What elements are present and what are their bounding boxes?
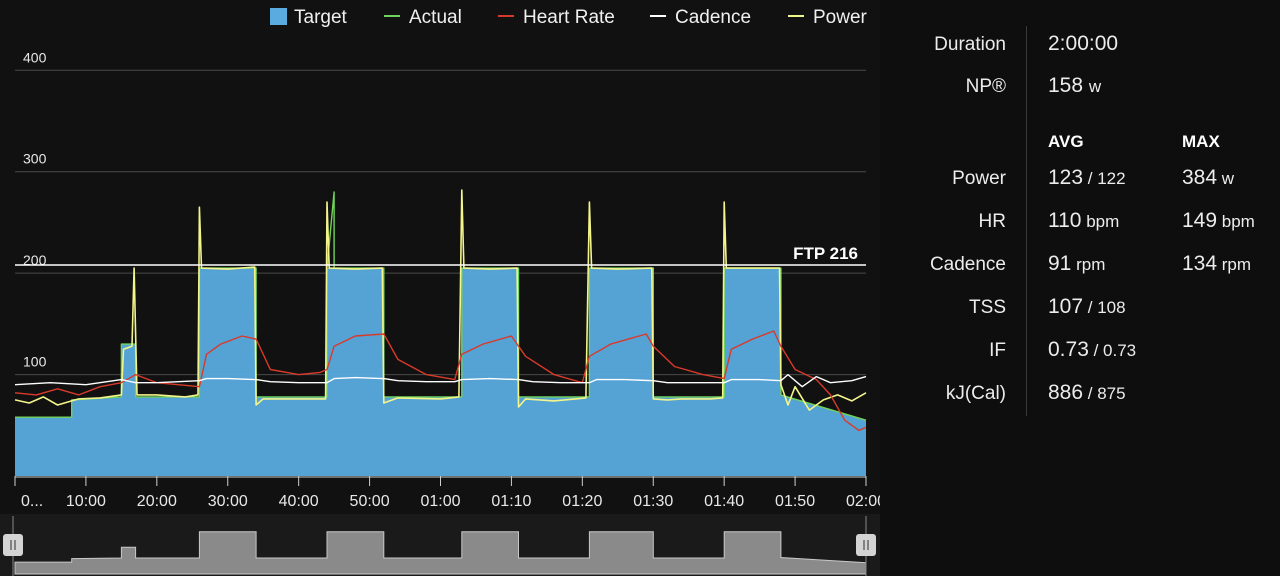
x-tick-label-5: 50:00 xyxy=(350,493,390,510)
stat-avg-5: 886 / 875 xyxy=(1048,381,1126,405)
legend-label-4: Power xyxy=(813,7,868,28)
x-tick-label-2: 20:00 xyxy=(137,493,177,510)
stat-label-4: IF xyxy=(989,340,1006,361)
max-header: MAX xyxy=(1182,132,1220,151)
x-tick-label-6: 01:00 xyxy=(420,493,460,510)
stat-avg-unit: / 108 xyxy=(1083,298,1126,317)
stat-avg-unit: / 122 xyxy=(1083,169,1126,188)
stat-avg-unit: bpm xyxy=(1081,212,1120,231)
stat-avg-value: 110 xyxy=(1048,209,1082,232)
stat-max-unit: rpm xyxy=(1217,255,1252,274)
x-tick-label-10: 01:40 xyxy=(704,493,744,510)
legend-label-3: Cadence xyxy=(675,7,751,28)
stat-label-2: Cadence xyxy=(929,254,1006,275)
stat-max-value: 149 xyxy=(1182,209,1218,232)
stat-avg-value: 107 xyxy=(1048,295,1084,318)
ftp-label: FTP 216 xyxy=(793,244,858,263)
np-number: 158 xyxy=(1048,74,1084,97)
stat-max-1: 149 bpm xyxy=(1182,209,1255,233)
stat-max-value: 384 xyxy=(1182,166,1218,189)
np-label: NP® xyxy=(965,76,1006,97)
stat-max-0: 384 w xyxy=(1182,166,1234,190)
series-line-heart-rate xyxy=(14,330,867,432)
stat-max-unit: bpm xyxy=(1217,212,1255,231)
stats-divider xyxy=(1026,26,1027,416)
stat-avg-unit: / 0.73 xyxy=(1088,341,1137,360)
stat-avg-0: 123 / 122 xyxy=(1048,166,1126,190)
ftp-marker: FTP 216 xyxy=(15,244,866,266)
x-tick-label-4: 40:00 xyxy=(279,493,319,510)
y-tick-label-0: 100 xyxy=(23,354,47,370)
series-layer xyxy=(14,189,867,476)
stat-avg-4: 0.73 / 0.73 xyxy=(1048,338,1136,362)
stat-avg-2: 91 rpm xyxy=(1048,252,1105,276)
legend-label-0: Target xyxy=(294,7,348,28)
stats-panel: Duration 2:00:00 NP® 158 w AVG MAX Power… xyxy=(880,0,1280,576)
navigator-left-handle[interactable] xyxy=(3,534,23,556)
legend-swatch-target xyxy=(270,8,287,25)
legend: Target Actual Heart Rate Cadence Power xyxy=(270,7,868,28)
stat-max-value: 134 xyxy=(1182,252,1218,275)
navigator-area xyxy=(14,531,867,575)
np-value: 158 w xyxy=(1048,74,1101,98)
stat-avg-value: 0.73 xyxy=(1048,338,1089,361)
x-axis: 0... 10:00 20:00 30:00 40:00 50:00 01:00 01:10 0… xyxy=(14,476,880,510)
chart-panel: Target Actual Heart Rate Cadence Power 100 20… xyxy=(0,7,880,576)
stat-label-1: HR xyxy=(978,211,1006,232)
series-line-cadence xyxy=(14,373,867,388)
legend-label-2: Heart Rate xyxy=(523,7,615,28)
stat-avg-unit: rpm xyxy=(1071,255,1106,274)
stat-label-0: Power xyxy=(952,168,1006,189)
x-tick-label-9: 01:30 xyxy=(633,493,673,510)
series-target-area xyxy=(15,268,866,476)
x-tick-label-11: 01:50 xyxy=(775,493,815,510)
avg-header: AVG xyxy=(1048,132,1084,151)
range-navigator[interactable] xyxy=(0,514,880,576)
y-tick-label-1: 200 xyxy=(23,252,47,268)
series-line-actual xyxy=(15,191,867,421)
y-tick-label-2: 300 xyxy=(23,151,47,167)
x-tick-label-1: 10:00 xyxy=(66,493,106,510)
stat-max-unit: w xyxy=(1217,169,1235,188)
x-tick-label-8: 01:20 xyxy=(562,493,602,510)
x-tick-label-12: 02:00 xyxy=(846,493,880,510)
grid: 100 200 300 400 xyxy=(15,49,866,376)
x-tick-label-0: 0... xyxy=(21,493,43,510)
stat-avg-3: 107 / 108 xyxy=(1048,295,1126,319)
duration-label: Duration xyxy=(934,34,1006,55)
stat-avg-unit: / 875 xyxy=(1083,384,1126,403)
legend-label-1: Actual xyxy=(409,7,462,28)
stat-label-3: TSS xyxy=(969,297,1006,318)
x-tick-label-7: 01:10 xyxy=(491,493,531,510)
stat-avg-value: 123 xyxy=(1048,166,1084,189)
y-tick-label-3: 400 xyxy=(23,49,47,65)
stat-avg-1: 110 bpm xyxy=(1048,209,1119,233)
workout-chart: Target Actual Heart Rate Cadence Power 100 20… xyxy=(0,7,880,576)
np-unit: w xyxy=(1088,77,1102,96)
x-tick-label-3: 30:00 xyxy=(208,493,248,510)
navigator-right-handle[interactable] xyxy=(856,534,876,556)
stat-max-2: 134 rpm xyxy=(1182,252,1251,276)
stat-avg-value: 91 xyxy=(1048,252,1072,275)
stat-label-5: kJ(Cal) xyxy=(945,383,1006,404)
stat-avg-value: 886 xyxy=(1048,381,1084,404)
series-line-power xyxy=(14,189,867,411)
duration-value: 2:00:00 xyxy=(1048,32,1119,55)
